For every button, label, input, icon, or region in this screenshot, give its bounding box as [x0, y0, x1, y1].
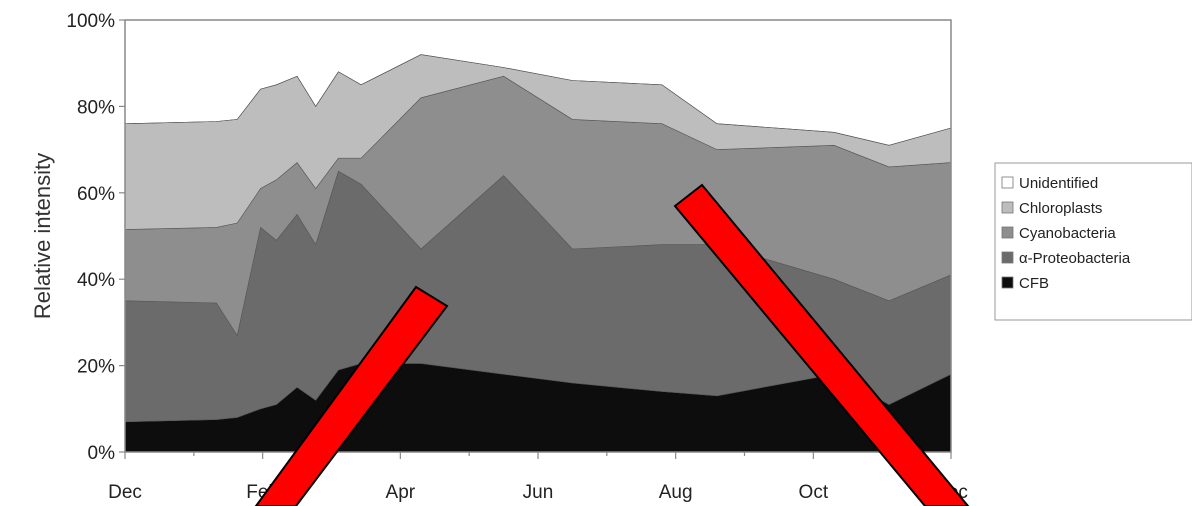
- legend-swatch: [1001, 251, 1014, 264]
- red-slash-right: [673, 183, 970, 506]
- y-tick-label: 40%: [77, 270, 115, 291]
- plot-areas: [124, 54, 952, 453]
- legend: Unidentified Chloroplasts Cyanobacteria α-P…: [994, 162, 1192, 321]
- x-tick-label: Oct: [799, 482, 829, 503]
- y-axis-title: Relative intensity: [30, 153, 55, 319]
- red-slash-overlay: [254, 183, 970, 506]
- x-tick-label: Apr: [386, 482, 416, 503]
- legend-swatch: [1001, 201, 1014, 214]
- legend-label: Cyanobacteria: [1019, 225, 1116, 242]
- x-tick-label: Dec: [108, 482, 142, 503]
- x-tick-label: Jun: [523, 482, 554, 503]
- x-tick-label: Aug: [659, 482, 693, 503]
- axis-group: 0%20%40%60%80%100%DecFebAprJunAugOctDec: [66, 11, 968, 503]
- legend-label: Unidentified: [1019, 175, 1098, 192]
- legend-swatch: [1001, 276, 1014, 289]
- y-tick-label: 100%: [66, 11, 115, 32]
- legend-swatch: [1001, 176, 1014, 189]
- y-tick-label: 0%: [88, 443, 116, 464]
- red-slash-left: [254, 285, 449, 506]
- legend-label: α-Proteobacteria: [1019, 250, 1131, 267]
- legend-swatch: [1001, 226, 1014, 239]
- y-tick-label: 80%: [77, 97, 115, 118]
- legend-box: [994, 162, 1192, 321]
- legend-label: Chloroplasts: [1019, 200, 1102, 217]
- y-tick-label: 20%: [77, 357, 115, 378]
- legend-label: CFB: [1019, 275, 1049, 292]
- y-tick-label: 60%: [77, 184, 115, 205]
